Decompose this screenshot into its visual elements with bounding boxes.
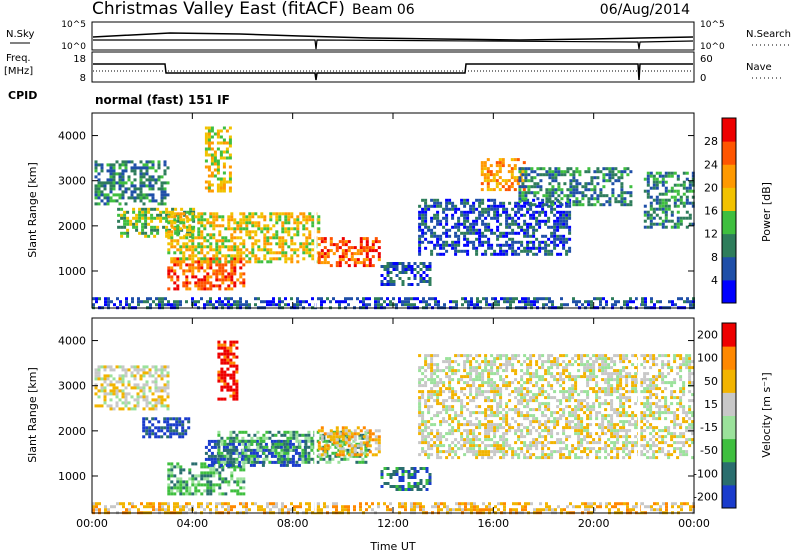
freq-trace [93,63,693,81]
nave-tick-bottom: 0 [700,73,706,84]
power-region-9 [518,167,633,207]
velocity-colorbar-tick: -15 [700,421,718,434]
velocity-ylabel: Slant Range [km] [26,367,39,463]
power-ytick-label: 4000 [58,130,86,143]
noise-panel [91,21,695,51]
power-colorbar-tick: 4 [711,274,718,287]
freq-tick-bottom: 8 [80,73,86,84]
velocity-colorbar-segment [722,461,736,486]
velocity-ytick-label: 1000 [58,470,86,483]
power-gap-0 [314,113,317,308]
power-colorbar-segment [722,141,736,165]
nsearch-label: N.Search [746,29,791,40]
x-axis: 00:00 04:00 08:00 12:00 16:00 20:00 00:00 [76,113,710,530]
velocity-colorbar-tick: 50 [704,375,718,388]
chart-title: Christmas Valley East (fitACF) [92,0,345,19]
velocity-colorbar-frame [721,322,737,509]
date-label: 06/Aug/2014 [600,2,690,18]
power-colorbar-frame [721,117,737,304]
nave-label: Nave [746,62,772,73]
velocity-colorbar-tick: 15 [704,398,718,411]
velocity-colorbar-tick: 100 [697,352,718,365]
nave-tick-top: 60 [700,54,713,65]
power-region-10 [643,171,695,229]
x-tick-label: 00:00 [76,517,108,530]
power-colorbar-segment [722,279,736,304]
velocity-colorbar-segment [722,323,736,347]
velocity-colorbar-label: Velocity [m s⁻¹] [760,372,773,457]
power-colorbar-segment [722,233,736,258]
freq-tick-top: 18 [73,54,86,65]
power-colorbar-tick: 8 [711,251,718,264]
x-tick-label: 08:00 [277,517,309,530]
x-tick-label: 12:00 [377,517,409,530]
nsky-label: N.Sky [6,29,34,40]
velocity-gap-0 [314,318,317,513]
power-region-5 [204,126,232,193]
velocity-ytick-label: 2000 [58,425,86,438]
freq-label: Freq. [6,53,31,64]
velocity-colorbar-tick: -200 [693,490,718,503]
power-region-4 [317,237,381,268]
power-colorbar-tick: 28 [704,135,718,148]
power-ytick-label: 1000 [58,265,86,278]
x-tick-label: 00:00 [678,517,710,530]
power-gap-1 [637,113,641,308]
velocity-colorbar-tick: -100 [693,467,718,480]
power-colorbar-segment [722,187,736,211]
velocity-colorbar-segment [722,415,736,440]
power-region-0 [94,160,170,206]
power-colorbar-tick: 16 [704,205,718,218]
velocity-colorbar-segment [722,438,736,463]
velocity-colorbar-tick: 200 [697,329,718,342]
power-colorbar-segment [722,210,736,235]
velocity-gap-1 [637,318,641,513]
cpid-value: normal (fast) 151 IF [95,93,230,107]
power-region-6 [380,262,432,286]
noise-tick-right-top: 10^5 [700,20,725,30]
velocity-region-1 [142,417,191,439]
velocity-colorbar-tick: -50 [700,444,718,457]
x-tick-label: 04:00 [176,517,208,530]
velocity-region-2 [167,462,246,496]
velocity-region-0 [94,365,170,411]
freq-panel [91,51,695,83]
velocity-region-7 [380,467,432,491]
velocity-region-8 [418,354,695,460]
velocity-colorbar-segment [722,392,736,416]
noise-tick-left-top: 10^5 [61,20,86,30]
velocity-colorbar-segment [722,346,736,370]
power-ytick-label: 2000 [58,220,86,233]
velocity-region-6 [217,340,239,401]
x-tick-label: 16:00 [477,517,509,530]
power-panel: 1000 2000 3000 4000 4 8 12 16 20 24 28 [58,112,737,310]
nsearch-trace [93,39,694,50]
power-colorbar-tick: 24 [704,158,718,171]
power-region-7 [418,198,572,256]
power-colorbar-tick: 12 [704,228,718,241]
freq-unit: [MHz] [4,66,33,77]
x-axis-label: Time UT [369,540,415,553]
velocity-ytick-label: 3000 [58,380,86,393]
velocity-ytick-label: 4000 [58,335,86,348]
power-ytick-label: 3000 [58,175,86,188]
power-colorbar-tick: 20 [704,181,718,194]
noise-tick-right-bottom: 10^0 [700,42,725,52]
velocity-panel: 1000 2000 3000 4000 200 100 50 15 -15 -50 -100 -200 [58,317,737,515]
power-region-3 [167,212,321,264]
x-tick-label: 20:00 [578,517,610,530]
noise-tick-left-bottom: 10^0 [61,42,86,52]
cpid-label: CPID [8,89,37,102]
velocity-colorbar-segment [722,484,736,509]
beam-label: Beam 06 [352,2,415,18]
power-colorbar-segment [722,164,736,188]
velocity-colorbar-segment [722,369,736,393]
power-colorbar-segment [722,118,736,142]
power-ylabel: Slant Range [km] [26,162,39,258]
power-colorbar-label: Power [dB] [760,182,773,242]
nsky-trace [92,32,694,41]
power-colorbar-segment [722,256,736,281]
velocity-region-5 [317,426,381,457]
